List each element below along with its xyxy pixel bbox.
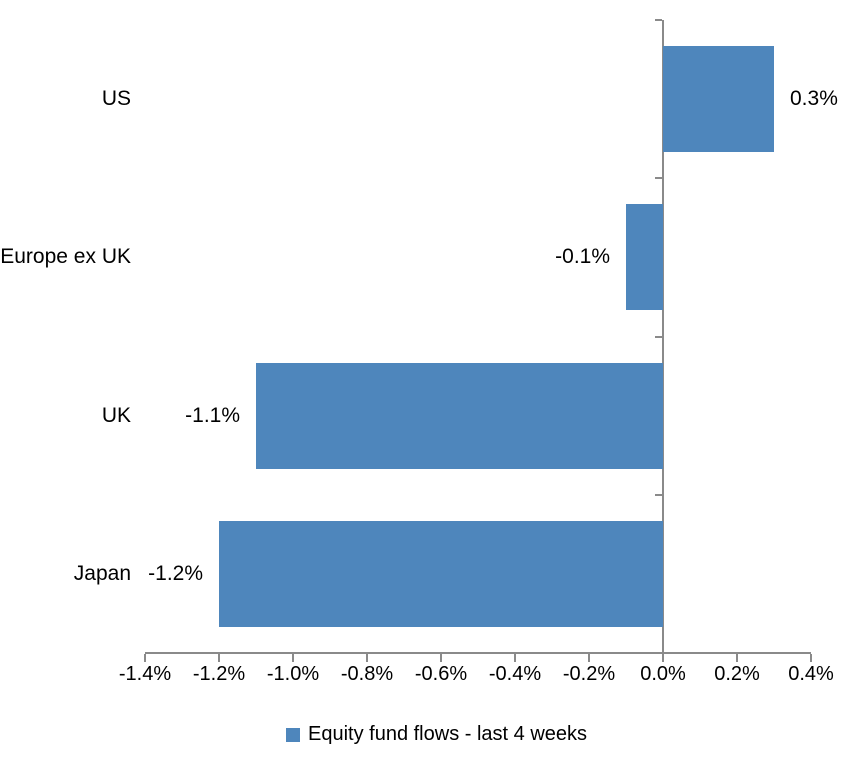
y-axis-tick (655, 177, 662, 180)
y-axis-tick (655, 19, 662, 21)
data-label-europe-ex-uk: -0.1% (555, 245, 610, 269)
category-label-japan: Japan (73, 561, 131, 585)
x-axis-tick-label: 0.4% (788, 663, 834, 685)
x-axis-line (145, 652, 811, 654)
x-axis-tick-label: -0.4% (488, 663, 542, 685)
x-axis-tick-label: -1.4% (118, 663, 172, 685)
bar-us (663, 46, 774, 153)
legend-swatch (286, 727, 300, 742)
x-axis-tick-label: 0.0% (640, 663, 686, 685)
x-axis-tick-label: -0.6% (414, 663, 468, 685)
bar-japan (219, 520, 663, 627)
x-axis-tick (514, 654, 516, 662)
y-axis-tick (655, 493, 662, 496)
y-axis-line (662, 20, 664, 653)
x-axis-tick (218, 654, 220, 662)
x-axis-tick-label: -0.2% (562, 663, 616, 685)
x-axis-tick (440, 654, 442, 662)
x-axis-tick (810, 654, 812, 662)
x-axis-tick (588, 654, 590, 662)
legend-label: Equity fund flows - last 4 weeks (308, 723, 588, 745)
x-axis-tick (662, 654, 664, 662)
bar-uk (256, 362, 663, 469)
category-label-europe-ex-uk: Europe ex UK (0, 245, 131, 269)
x-axis-tick (736, 654, 738, 662)
category-label-us: US (101, 87, 131, 111)
x-axis-tick-label: -1.0% (266, 663, 320, 685)
data-label-uk: -1.1% (185, 403, 240, 427)
data-label-us: 0.3% (790, 87, 838, 111)
x-axis-tick-label: -1.2% (192, 663, 246, 685)
x-axis-tick (144, 654, 146, 662)
x-axis-tick (366, 654, 368, 662)
x-axis-tick-label: -0.8% (340, 663, 394, 685)
y-axis-tick (655, 335, 662, 338)
x-axis-tick (292, 654, 294, 662)
category-label-uk: UK (101, 403, 131, 427)
bar-europe-ex-uk (626, 204, 663, 311)
x-axis-tick-label: 0.2% (714, 663, 760, 685)
data-label-japan: -1.2% (148, 561, 203, 585)
legend: Equity fund flows - last 4 weeks (286, 723, 587, 746)
